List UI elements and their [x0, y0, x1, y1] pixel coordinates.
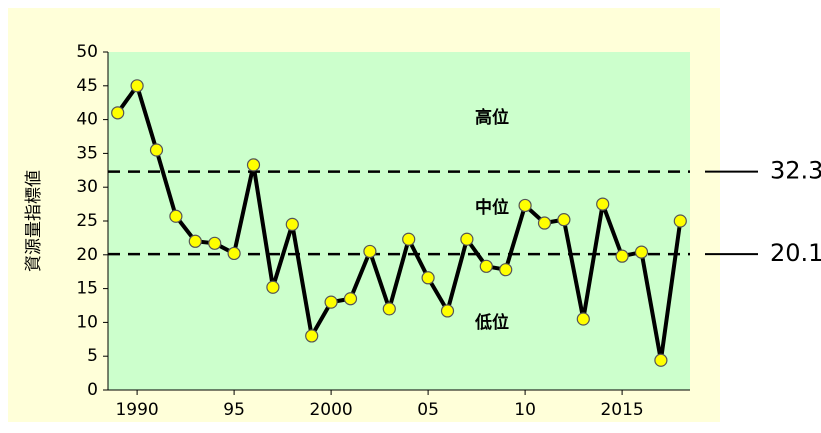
- data-point: [363, 244, 377, 259]
- y-tick-label: 10: [76, 312, 98, 332]
- y-tick-label: 45: [76, 76, 98, 96]
- data-point: [305, 329, 319, 343]
- data-point: [654, 353, 668, 367]
- y-tick-label: 20: [76, 245, 98, 265]
- y-tick-label: 25: [76, 211, 98, 231]
- data-point: [615, 249, 629, 263]
- y-axis-label: 資源量指標値: [24, 170, 44, 272]
- data-point: [246, 158, 261, 172]
- y-tick-label: 30: [76, 177, 98, 197]
- data-point: [324, 295, 338, 309]
- y-tick-label: 15: [76, 279, 98, 299]
- data-point: [111, 106, 125, 120]
- x-tick-label: 1990: [115, 400, 158, 420]
- region-label: 中位: [475, 197, 509, 218]
- data-point: [537, 216, 552, 230]
- plot-area: [108, 52, 690, 390]
- data-point: [576, 312, 590, 326]
- y-tick-label: 40: [76, 110, 98, 130]
- data-point: [149, 143, 164, 157]
- x-tick-label: 2015: [600, 400, 643, 420]
- data-point: [499, 263, 513, 277]
- data-point: [596, 197, 610, 211]
- y-tick-label: 50: [76, 42, 98, 62]
- data-point: [382, 302, 396, 316]
- region-label: 低位: [474, 312, 509, 333]
- data-point: [518, 198, 532, 213]
- x-tick-label: 10: [514, 400, 536, 420]
- data-point: [634, 245, 649, 259]
- region-label: 高位: [475, 107, 509, 128]
- y-tick-label: 0: [87, 380, 98, 400]
- data-point: [460, 232, 474, 246]
- data-point: [227, 246, 241, 261]
- data-point: [188, 234, 202, 248]
- x-tick-label: 05: [417, 400, 439, 420]
- data-point: [343, 292, 358, 306]
- data-point: [130, 79, 144, 93]
- reference-label: 32.3: [770, 157, 821, 185]
- y-tick-label: 35: [76, 143, 98, 163]
- data-point: [285, 217, 299, 231]
- x-tick-label: 95: [223, 400, 245, 420]
- data-point: [421, 271, 435, 285]
- x-tick-label: 2000: [309, 400, 352, 420]
- data-point: [208, 236, 222, 250]
- y-tick-label: 5: [87, 346, 98, 366]
- data-point: [479, 259, 493, 273]
- data-point: [557, 213, 571, 227]
- reference-label: 20.1: [770, 239, 821, 267]
- data-point: [169, 209, 183, 223]
- data-point: [673, 214, 687, 228]
- data-point: [402, 232, 416, 246]
- data-point: [266, 280, 280, 294]
- data-point: [440, 304, 455, 318]
